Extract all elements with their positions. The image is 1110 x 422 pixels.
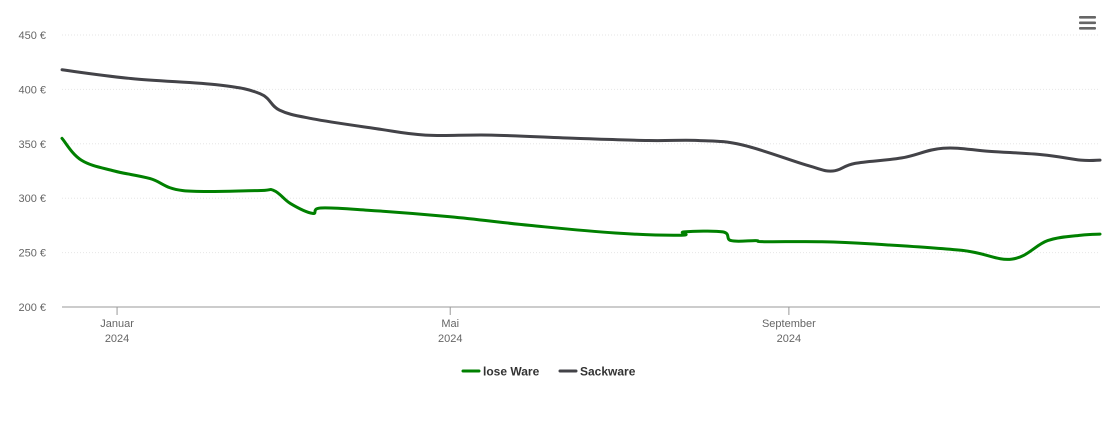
legend-label: Sackware xyxy=(580,365,636,379)
series-lines xyxy=(60,68,1102,261)
x-tick-label: September xyxy=(762,318,816,330)
menu-icon-bar xyxy=(1079,27,1096,30)
legend-item[interactable]: Sackware xyxy=(558,365,636,379)
menu-icon-bar xyxy=(1079,16,1096,19)
y-tick-label: 200 € xyxy=(18,302,46,314)
legend-label: lose Ware xyxy=(483,365,540,379)
x-axis-labels: Januar 2024 Mai 2024 September 2024 xyxy=(100,307,816,345)
menu-button[interactable] xyxy=(1075,12,1101,34)
x-tick-label: Januar xyxy=(100,318,134,330)
y-tick-label: 250 € xyxy=(18,248,46,260)
legend[interactable]: lose Ware Sackware xyxy=(461,365,636,379)
menu-icon-bar xyxy=(1079,21,1096,25)
grid-lines xyxy=(62,34,1100,254)
legend-item[interactable]: lose Ware xyxy=(461,365,540,379)
y-tick-label: 400 € xyxy=(18,84,46,96)
y-tick-label: 350 € xyxy=(18,139,46,151)
x-tick-label: Mai xyxy=(441,318,459,330)
y-axis-labels: 200 € 250 € 300 € 350 € 400 € 450 € xyxy=(18,30,46,314)
y-tick-label: 300 € xyxy=(18,193,46,205)
y-tick-label: 450 € xyxy=(18,30,46,42)
series-line-lose-ware[interactable] xyxy=(60,136,1102,261)
series-line-sackware[interactable] xyxy=(60,68,1102,173)
x-tick-year-label: 2024 xyxy=(438,333,462,345)
x-tick-year-label: 2024 xyxy=(777,333,801,345)
x-tick-year-label: 2024 xyxy=(105,333,129,345)
